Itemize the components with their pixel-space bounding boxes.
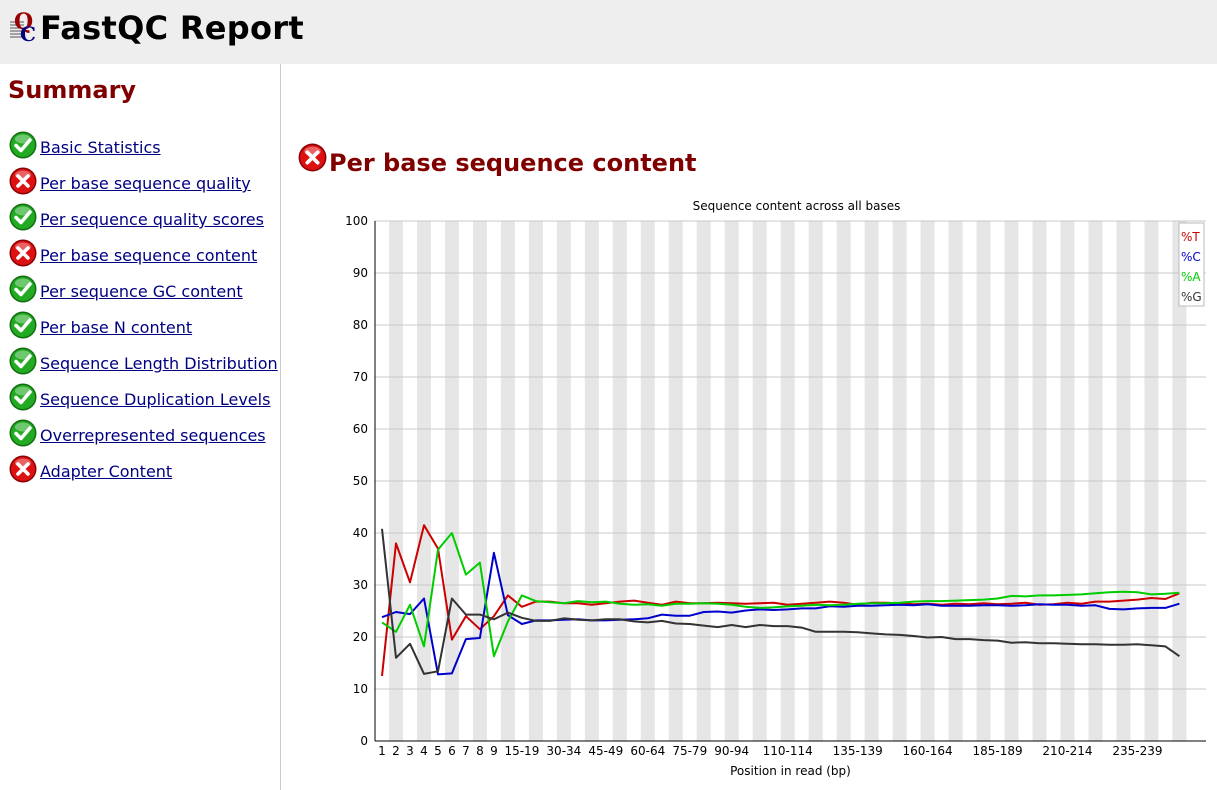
series-line [381, 528, 1180, 675]
y-tick-label: 90 [353, 266, 368, 280]
legend-entry: %T [1181, 230, 1200, 244]
pass-icon [9, 311, 37, 339]
x-tick-label: 185-189 [972, 744, 1022, 758]
pass-icon [9, 203, 37, 231]
report-header: Q C FastQC Report [0, 0, 1217, 64]
y-tick-label: 100 [345, 214, 368, 228]
x-tick-label: 7 [462, 744, 470, 758]
x-tick-label: 30-34 [546, 744, 581, 758]
summary-title: Summary [8, 76, 137, 104]
y-tick-label: 0 [360, 734, 368, 748]
x-tick-label: 9 [490, 744, 498, 758]
logo-letter-c: C [20, 22, 36, 46]
pass-icon [9, 419, 37, 447]
pass-icon [9, 347, 37, 375]
sidebar-item: Per sequence GC content [8, 274, 278, 310]
sidebar-link[interactable]: Sequence Length Distribution [40, 354, 278, 373]
x-tick-label: 45-49 [588, 744, 623, 758]
y-tick-label: 80 [353, 318, 368, 332]
sidebar-item: Adapter Content [8, 454, 278, 490]
logo-letter-q: Q [14, 9, 33, 35]
x-tick-label: 4 [420, 744, 428, 758]
sidebar-item: Sequence Duplication Levels [8, 382, 278, 418]
x-tick-label: 210-214 [1042, 744, 1092, 758]
y-tick-label: 30 [353, 578, 368, 592]
sidebar-link[interactable]: Sequence Duplication Levels [40, 390, 271, 409]
section-title: Per base sequence content [329, 149, 697, 177]
fail-icon [9, 239, 37, 267]
x-tick-label: 8 [476, 744, 484, 758]
y-tick-label: 50 [353, 474, 368, 488]
series-line [381, 551, 1180, 676]
report-title: FastQC Report [40, 9, 304, 47]
x-tick-label: 235-239 [1112, 744, 1162, 758]
y-tick-label: 10 [353, 682, 368, 696]
fail-icon [9, 455, 37, 483]
x-tick-label: 5 [434, 744, 442, 758]
sidebar-link[interactable]: Per base sequence quality [40, 174, 251, 193]
sidebar-item: Basic Statistics [8, 130, 278, 166]
x-axis-label: Position in read (bp) [730, 764, 851, 778]
chart-container: 0 10 20 30 40 50 60 70 80 90 100 1 2 3 4 5 6 7 8 9 15-19 30-3… [281, 188, 1217, 788]
sidebar-item: Per base N content [8, 310, 278, 346]
x-tick-label: 160-164 [903, 744, 953, 758]
pass-icon [9, 383, 37, 411]
sidebar-link[interactable]: Per sequence quality scores [40, 210, 264, 229]
fail-icon [9, 167, 37, 195]
x-tick-label: 60-64 [630, 744, 665, 758]
sidebar-link[interactable]: Per base N content [40, 318, 193, 337]
sidebar-link[interactable]: Per base sequence content [40, 246, 258, 265]
x-tick-label: 3 [406, 744, 414, 758]
legend-entry: %G [1181, 290, 1202, 304]
x-tick-label: 6 [448, 744, 456, 758]
sidebar-item: Per base sequence content [8, 238, 278, 274]
sidebar-item: Per base sequence quality [8, 166, 278, 202]
sidebar-item: Overrepresented sequences [8, 418, 278, 454]
chart-legend: %T %C %A %G [1178, 222, 1205, 307]
x-tick-label: 75-79 [672, 744, 707, 758]
pass-icon [9, 275, 37, 303]
sidebar-item: Sequence Length Distribution [8, 346, 278, 382]
sidebar-item: Per sequence quality scores [8, 202, 278, 238]
x-tick-label: 90-94 [714, 744, 749, 758]
summary-sidebar: Summary Basic Statistics Per base sequenc… [0, 64, 281, 790]
x-tick-label: 1 [378, 744, 386, 758]
sidebar-link[interactable]: Per sequence GC content [40, 282, 243, 301]
legend-entry: %A [1181, 270, 1201, 284]
chart-title: Sequence content across all bases [693, 199, 901, 213]
y-tick-label: 60 [353, 422, 368, 436]
fail-icon [298, 143, 327, 172]
sidebar-link[interactable]: Overrepresented sequences [40, 426, 266, 445]
legend-entry: %C [1181, 250, 1201, 264]
sidebar-link[interactable]: Adapter Content [40, 462, 173, 481]
x-tick-label: 110-114 [763, 744, 813, 758]
pass-icon [9, 131, 37, 159]
module-list: Basic Statistics Per base sequence qualit… [8, 130, 278, 490]
main-content: Per base sequence content 0 10 20 30 40 50 60 7… [281, 64, 1217, 790]
sidebar-link[interactable]: Basic Statistics [40, 138, 161, 157]
x-tick-label: 15-19 [504, 744, 539, 758]
x-tick-label: 135-139 [833, 744, 883, 758]
sequence-content-chart: 0 10 20 30 40 50 60 70 80 90 100 1 2 3 4 5 6 7 8 9 15-19 30-3… [345, 199, 1206, 778]
y-tick-label: 40 [353, 526, 368, 540]
y-tick-label: 20 [353, 630, 368, 644]
series-line [381, 532, 1180, 658]
x-tick-label: 2 [392, 744, 400, 758]
y-tick-label: 70 [353, 370, 368, 384]
fastqc-logo-icon: Q C [10, 9, 36, 46]
